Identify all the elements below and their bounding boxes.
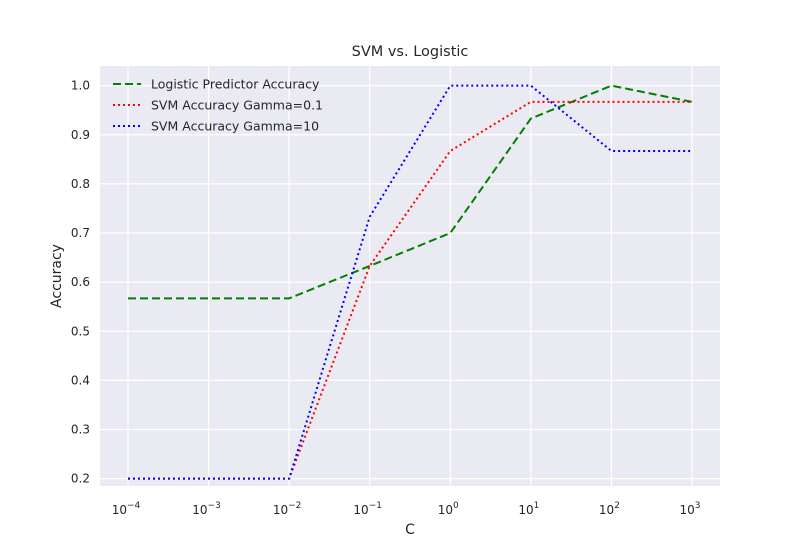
y-tick-label: 0.6 [71,275,90,289]
legend-label: Logistic Predictor Accuracy [151,77,320,92]
series-line-2 [128,100,692,480]
legend: Logistic Predictor Accuracy SVM Accuracy … [113,77,323,134]
x-tick-label: 101 [518,501,539,517]
legend-label: SVM Accuracy Gamma=0.1 [151,98,323,113]
x-tick-label: 10−2 [273,501,302,517]
series-line-1 [128,84,693,300]
x-axis-title: C [405,522,415,538]
x-tick-label: 100 [438,501,459,517]
x-tick-label: 10−4 [112,501,141,517]
series-line-3 [128,84,692,480]
tick-labels: 10−4 10−3 10−2 10−1 100 101 102 103 0.2 0.3 0.4 0.5… [71,79,701,517]
x-tick-label: 10−1 [353,501,382,517]
legend-label: SVM Accuracy Gamma=10 [151,119,319,134]
x-tick-label: 103 [679,501,700,517]
chart-title: SVM vs. Logistic [352,44,469,60]
y-tick-label: 0.5 [71,324,90,338]
y-axis-title: Accuracy [49,244,65,308]
y-tick-label: 0.7 [71,226,90,240]
y-tick-label: 0.2 [71,472,90,486]
plot-area [100,66,720,486]
series-lines [128,84,693,480]
y-tick-label: 0.4 [71,373,90,387]
y-tick-label: 0.3 [71,423,90,437]
y-tick-label: 0.9 [71,128,90,142]
x-tick-label: 102 [599,501,620,517]
y-tick-label: 1.0 [71,79,90,93]
y-tick-label: 0.8 [71,177,90,191]
x-tick-label: 10−3 [192,501,221,517]
